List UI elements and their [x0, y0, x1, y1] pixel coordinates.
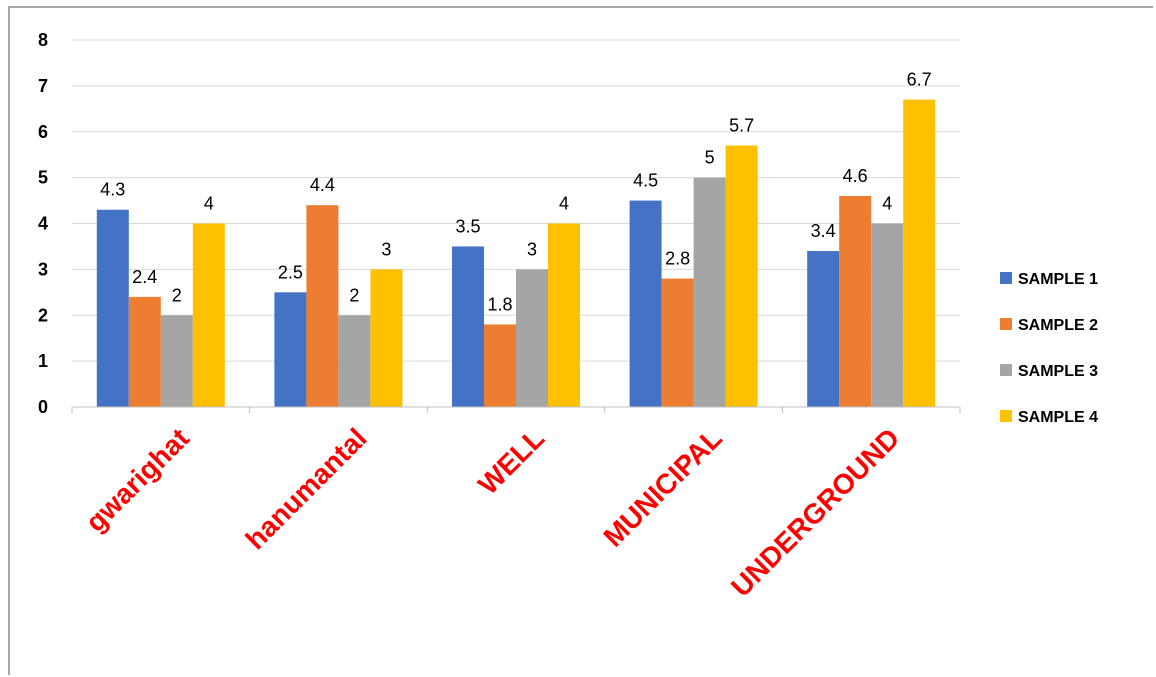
- bar: [128, 296, 161, 407]
- data-label: 5: [705, 148, 715, 168]
- y-tick-label: 0: [38, 397, 48, 417]
- data-label: 2.5: [278, 262, 303, 282]
- data-label: 2.4: [132, 267, 157, 287]
- legend-label: SAMPLE 3: [1018, 363, 1098, 380]
- bar: [725, 145, 758, 407]
- bar: [629, 200, 662, 407]
- x-category-label: MUNICIPAL: [597, 422, 727, 552]
- legend-swatch: [1000, 318, 1012, 330]
- bar: [370, 269, 403, 407]
- x-category-label: gwarighat: [80, 422, 195, 537]
- data-label: 3.4: [811, 221, 836, 241]
- bar: [274, 292, 307, 407]
- data-label: 3: [527, 239, 537, 259]
- data-label: 3.5: [455, 216, 480, 236]
- x-category-label: hanumantal: [240, 422, 373, 555]
- y-tick-label: 4: [38, 214, 48, 234]
- data-label: 6.7: [907, 70, 932, 90]
- y-tick-label: 6: [38, 122, 48, 142]
- legend-label: SAMPLE 2: [1018, 317, 1098, 334]
- legend-swatch: [1000, 272, 1012, 284]
- bar: [160, 315, 193, 407]
- bar: [192, 223, 225, 407]
- legend-label: SAMPLE 1: [1018, 271, 1098, 288]
- data-label: 4.3: [100, 180, 125, 200]
- data-label: 4: [204, 194, 214, 214]
- data-label: 4.6: [843, 166, 868, 186]
- y-tick-label: 7: [38, 76, 48, 96]
- data-label: 4: [559, 194, 569, 214]
- bar: [839, 195, 872, 407]
- x-axis: [71, 406, 961, 413]
- data-labels: 4.3 2.4 2 4 2.5 4.4 2 3 3.5 1.8 3 4 4.5 2.8 5 5.7 3.4 4.6…: [100, 70, 931, 315]
- y-tick-label: 8: [38, 30, 48, 50]
- legend-swatch: [1000, 364, 1012, 376]
- bar: [338, 315, 371, 407]
- bar: [871, 223, 904, 407]
- bars: [96, 99, 936, 407]
- bar: [96, 209, 129, 407]
- bar: [306, 205, 339, 407]
- y-tick-label: 1: [38, 351, 48, 371]
- legend-label: SAMPLE 4: [1018, 409, 1098, 426]
- y-axis-ticks: 0 1 2 3 4 5 6 7 8: [38, 30, 48, 417]
- legend: SAMPLE 1 SAMPLE 2 SAMPLE 3 SAMPLE 4: [1000, 271, 1098, 426]
- bar: [903, 99, 936, 407]
- bar: [548, 223, 580, 407]
- y-tick-label: 2: [38, 305, 48, 325]
- x-category-label: UNDERGROUND: [725, 422, 905, 602]
- data-label: 4: [882, 194, 892, 214]
- chart-frame: [8, 6, 1153, 675]
- data-label: 4.5: [633, 171, 658, 191]
- y-tick-label: 3: [38, 259, 48, 279]
- data-label: 1.8: [487, 294, 512, 314]
- bar: [693, 177, 726, 407]
- data-label: 2: [349, 285, 359, 305]
- legend-swatch: [1000, 410, 1012, 422]
- bar: [452, 246, 484, 407]
- data-label: 2: [172, 285, 182, 305]
- x-category-label: WELL: [472, 422, 550, 500]
- y-tick-label: 5: [38, 168, 48, 188]
- data-label: 5.7: [729, 116, 754, 136]
- bar: [516, 269, 548, 407]
- data-label: 2.8: [665, 249, 690, 269]
- data-label: 4.4: [310, 175, 335, 195]
- bar: [661, 278, 694, 407]
- x-axis-category-labels: gwarighat hanumantal WELL MUNICIPALUNDERGRO…: [80, 422, 906, 602]
- bar: [807, 251, 840, 407]
- data-label: 3: [381, 239, 391, 259]
- bar: [484, 324, 516, 407]
